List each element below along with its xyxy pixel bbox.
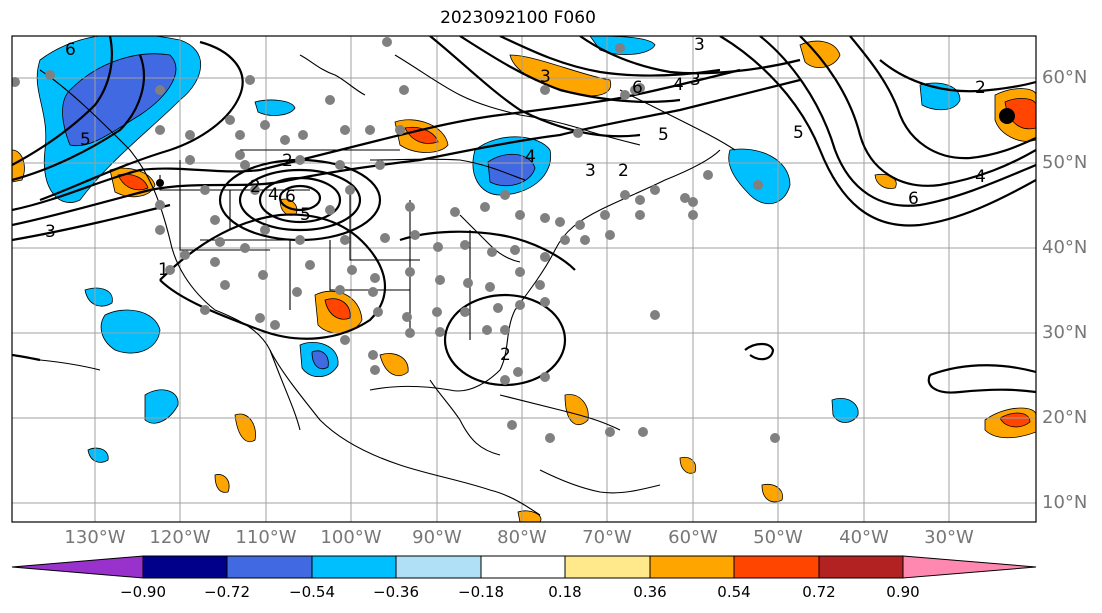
station-dots: [12, 37, 780, 443]
contour-label: 3: [540, 67, 551, 87]
lon-label: 90°W: [412, 527, 462, 548]
contour-label: 4: [673, 75, 684, 95]
colorbar-tick-label: 0.36: [633, 583, 667, 601]
lon-label: 120°W: [149, 527, 211, 548]
lat-label: 20°N: [1042, 407, 1088, 428]
colorbar-tick-label: −0.36: [373, 583, 419, 601]
colorbar-tick-label: −0.18: [458, 583, 504, 601]
colorbar-tick-label: 0.54: [717, 583, 751, 601]
marker-dots: [156, 108, 1015, 187]
lat-label: 50°N: [1042, 152, 1088, 173]
lat-label: 30°N: [1042, 322, 1088, 343]
contour-label: 5: [300, 205, 311, 225]
lon-label: 70°W: [582, 527, 632, 548]
lat-label: 40°N: [1042, 237, 1088, 258]
colorbar: [11, 555, 1037, 579]
colorbar-tick-label: 0.18: [548, 583, 582, 601]
lon-label: 50°W: [753, 527, 803, 548]
map-frame: [11, 35, 1037, 523]
colorbar-tick-label: −0.72: [204, 583, 250, 601]
lon-label: 110°W: [235, 527, 297, 548]
colorbar-tick-label: 0.72: [802, 583, 836, 601]
lat-label: 60°N: [1042, 67, 1088, 88]
map-title: 2023092100 F060: [440, 8, 596, 28]
lat-label: 10°N: [1042, 492, 1088, 513]
contour-label: 6: [632, 78, 643, 98]
contour-label: 3: [690, 70, 701, 90]
lon-label: 30°W: [924, 527, 974, 548]
contour-label: 4: [268, 185, 279, 205]
contour-label: 4: [975, 167, 986, 187]
colorbar-tick-label: −0.54: [289, 583, 335, 601]
colorbar-low-extend: [11, 555, 144, 579]
height-contours: [12, 36, 1036, 394]
contour-label: 4: [525, 147, 536, 167]
contour-label: 2: [250, 177, 261, 197]
lon-label: 80°W: [497, 527, 547, 548]
contour-label: 3: [585, 161, 596, 181]
contour-label: 1: [158, 260, 169, 280]
lon-label: 60°W: [668, 527, 718, 548]
contour-label: 3: [45, 222, 56, 242]
contour-label: 2: [282, 151, 293, 171]
contour-label: 5: [80, 130, 91, 150]
contour-labels: 6 5 2 2 4 3 6 5 3 2 3 4 6 5 2 3 4 5 4 6 …: [45, 35, 986, 365]
contour-label: 2: [618, 161, 629, 181]
colorbar-tick-label: 0.90: [886, 583, 920, 601]
contour-label: 5: [793, 123, 804, 143]
contour-label: 2: [975, 78, 986, 98]
contour-label: 6: [65, 40, 76, 60]
lon-label: 40°W: [839, 527, 889, 548]
contour-label: 5: [658, 125, 669, 145]
contour-label: 6: [908, 189, 919, 209]
lon-label: 100°W: [320, 527, 382, 548]
contour-label: 3: [694, 35, 705, 55]
contour-label: 6: [285, 187, 296, 207]
colorbar-high-extend: [902, 555, 1037, 579]
lon-label: 130°W: [64, 527, 126, 548]
contour-label: 2: [500, 345, 511, 365]
colorbar-tick-label: −0.90: [120, 583, 166, 601]
